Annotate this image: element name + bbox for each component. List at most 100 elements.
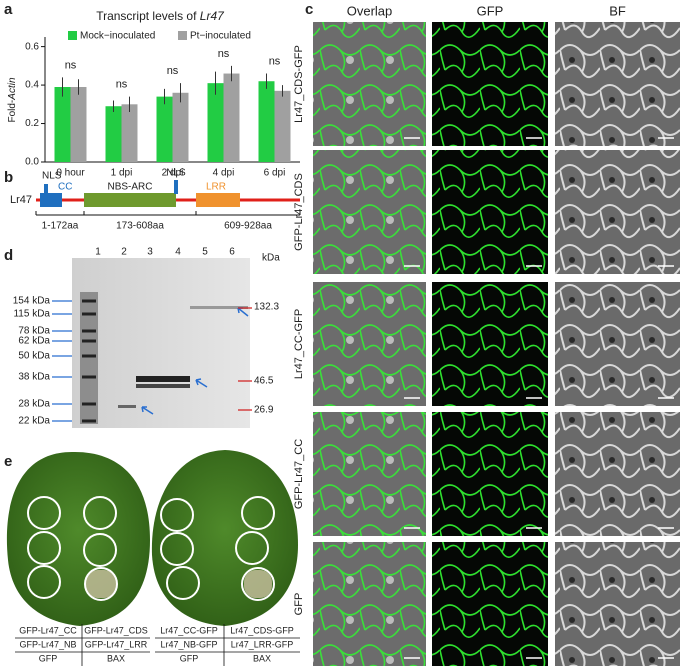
legend-swatch (68, 31, 77, 40)
table-cell: GFP (180, 653, 199, 663)
panel-label: c (305, 1, 313, 18)
column-header: BF (609, 3, 626, 18)
x-tick-label: 1 dpi (111, 168, 133, 179)
micrograph (555, 282, 680, 406)
band (118, 405, 136, 408)
lane-label: 2 (121, 247, 127, 258)
lrr-label: LRR (206, 182, 226, 193)
panel-label: d (4, 247, 13, 264)
ladder-label: 78 kDa (18, 326, 50, 337)
y-label-text: Fold- (7, 100, 18, 123)
table-lines (15, 624, 300, 666)
y-label-gene: Actin (7, 77, 18, 101)
leaf (151, 450, 298, 626)
table-cell: GFP-Lr47_LRR (85, 639, 148, 649)
table-cell: GFP (39, 653, 58, 663)
bar (156, 96, 173, 162)
ladder-band (82, 329, 96, 333)
x-tick-label: 4 dpi (213, 168, 235, 179)
legend-swatch (178, 31, 187, 40)
annotation: ns (218, 48, 230, 60)
table-cell: GFP-Lr47_NB (19, 639, 76, 649)
panel-label: e (4, 453, 12, 470)
micrograph (313, 412, 426, 536)
micrograph (555, 150, 680, 274)
table-cell: BAX (107, 653, 125, 663)
cc-domain (40, 193, 62, 207)
range-brackets (35, 211, 301, 216)
y-tick-label: 0.2 (25, 118, 39, 129)
protein-label: Lr47 (10, 194, 32, 206)
nbs-arc-domain (84, 193, 176, 207)
micrograph (555, 22, 680, 146)
micrograph (432, 412, 548, 536)
leaf-assay: e (4, 450, 300, 666)
row-label: GFP-Lr47_CC (293, 439, 305, 509)
row-label: GFP-Lr47_CDS (293, 173, 305, 251)
lane-label: 3 (147, 247, 153, 258)
ladder-band (82, 299, 96, 303)
cc-label: CC (58, 182, 72, 193)
table-cell: GFP-Lr47_CDS (84, 625, 148, 635)
x-tick-label: 0 hour (56, 168, 85, 179)
micrograph (313, 542, 426, 666)
annotation: ns (167, 65, 179, 77)
leaf (6, 451, 150, 626)
necrosis (86, 570, 116, 598)
lane-label: 5 (202, 247, 208, 258)
y-axis-label: Fold-Actin (7, 77, 18, 122)
ladder-band (82, 402, 96, 406)
title-text: Transcript levels of (96, 9, 200, 23)
nls-label: NLS (166, 168, 186, 179)
marker-lines (238, 307, 252, 411)
infiltration-circles (27, 496, 275, 601)
bar (258, 81, 275, 162)
band (190, 306, 248, 309)
panel-label: b (4, 169, 13, 186)
bar (172, 92, 189, 162)
legend-label: Pt−inoculated (190, 31, 251, 42)
ladder-label: 154 kDa (13, 296, 51, 307)
unit-label: kDa (262, 253, 280, 264)
lane-label: 6 (229, 247, 235, 258)
y-tick-label: 0.6 (25, 41, 39, 52)
nls-label: NLS (42, 171, 62, 182)
y-tick-label: 0.4 (25, 80, 39, 91)
micrograph (555, 412, 680, 536)
nls-box (174, 180, 178, 194)
ladder-band (82, 312, 96, 316)
nls-box (44, 184, 48, 194)
column-header: GFP (477, 3, 504, 18)
ladder-lane (80, 292, 98, 424)
annotation: ns (65, 59, 77, 71)
western-blot: d 132.3 46.5 26.9 kDa (4, 247, 280, 428)
row-label: Lr47_CDS-GFP (293, 45, 305, 123)
lane-label: 1 (95, 247, 101, 258)
bar (70, 87, 87, 162)
range-label: 609-928aa (224, 221, 272, 232)
ladder-label: 22 kDa (18, 416, 50, 427)
table-cell: Lr47_CDS-GFP (230, 625, 294, 635)
bar (223, 73, 240, 162)
nbs-arc-label: NBS-ARC (107, 182, 152, 193)
necrosis (244, 570, 272, 598)
table-cell: GFP-Lr47_CC (19, 625, 77, 635)
ladder-label: 62 kDa (18, 336, 50, 347)
bar (105, 106, 122, 162)
micrograph (432, 150, 548, 274)
panel-label: a (4, 1, 13, 18)
legend-label: Mock−inoculated (80, 31, 155, 42)
micrograph (313, 150, 426, 274)
ladder-label: 28 kDa (18, 399, 50, 410)
micrograph (432, 542, 548, 666)
band-size: 132.3 (254, 302, 279, 313)
column-header: Overlap (347, 3, 393, 18)
table-cell: Lr47_CC-GFP (160, 625, 218, 635)
y-tick-label: 0.0 (25, 157, 39, 168)
x-tick-label: 2 dpi (162, 168, 184, 179)
lane-label: 4 (175, 247, 181, 258)
ladder-label: 38 kDa (18, 372, 50, 383)
micrograph (313, 282, 426, 406)
annotation: ns (269, 55, 281, 67)
ladder-band (82, 419, 96, 423)
